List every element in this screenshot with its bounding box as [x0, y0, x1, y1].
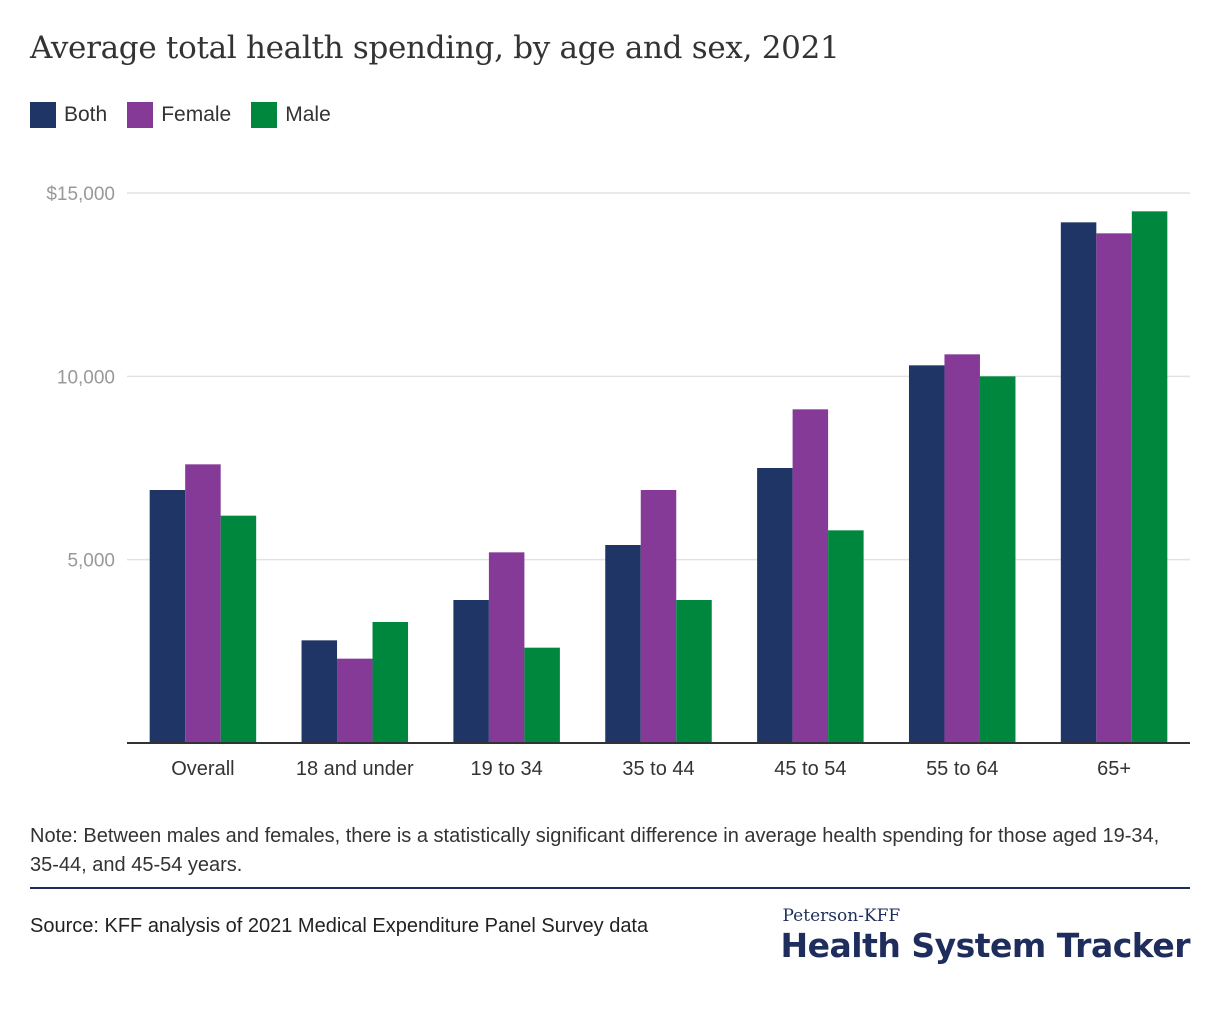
legend-label-male: Male: [285, 103, 331, 126]
legend-item-female: Female: [127, 102, 231, 128]
legend-label-both: Both: [64, 103, 108, 126]
brand-logo: Peterson-KFF Health System Tracker: [781, 906, 1191, 965]
bar-female: [1096, 233, 1132, 743]
bar-female: [944, 354, 980, 743]
x-tick-label: 35 to 44: [622, 758, 694, 780]
bar-female: [337, 658, 373, 743]
bar-both: [757, 468, 793, 743]
x-tick-label: 55 to 64: [926, 758, 998, 780]
y-tick-label: 5,000: [67, 551, 115, 572]
legend-swatch-both: [30, 102, 56, 128]
footer-divider: [30, 887, 1190, 889]
legend-item-both: Both: [30, 102, 107, 128]
x-tick-label: 19 to 34: [470, 758, 542, 780]
bar-male: [1131, 211, 1168, 744]
bar-female: [185, 464, 221, 743]
legend: Both Female Male: [30, 102, 331, 128]
bar-both: [908, 365, 945, 743]
bar-male: [828, 530, 864, 743]
bar-male: [979, 376, 1016, 743]
x-tick-label: Overall: [171, 758, 234, 780]
legend-item-male: Male: [251, 102, 331, 128]
x-tick-label: 65+: [1097, 758, 1131, 780]
y-tick-label: $15,000: [46, 184, 115, 205]
bar-male: [372, 622, 409, 743]
bar-female: [488, 552, 525, 743]
legend-swatch-male: [251, 102, 278, 128]
source-text: Source: KFF analysis of 2021 Medical Exp…: [30, 915, 649, 937]
chart-title: Average total health spending, by age an…: [30, 30, 840, 66]
bar-both: [453, 600, 489, 743]
bar-female: [640, 490, 677, 743]
legend-swatch-female: [127, 102, 154, 128]
bar-chart: 5,000 10,000 $15,000 Overall 18 and under 19 …: [46, 184, 1190, 780]
x-tick-label: 18 and under: [296, 758, 414, 780]
bar-female: [792, 409, 829, 743]
bar-both: [149, 490, 186, 743]
bar-both: [301, 640, 338, 743]
y-tick-label: 10,000: [57, 367, 115, 388]
x-tick-label: 45 to 54: [774, 758, 846, 780]
bar-male: [524, 647, 560, 743]
brand-name: Health System Tracker: [780, 926, 1191, 965]
brand-subtitle: Peterson-KFF: [782, 906, 901, 926]
bar-male: [220, 515, 257, 743]
legend-label-female: Female: [161, 103, 232, 126]
bar-both: [605, 545, 641, 743]
bar-male: [676, 600, 712, 743]
bar-both: [1060, 222, 1097, 744]
chart-note: Note: Between males and females, there i…: [30, 825, 1160, 876]
